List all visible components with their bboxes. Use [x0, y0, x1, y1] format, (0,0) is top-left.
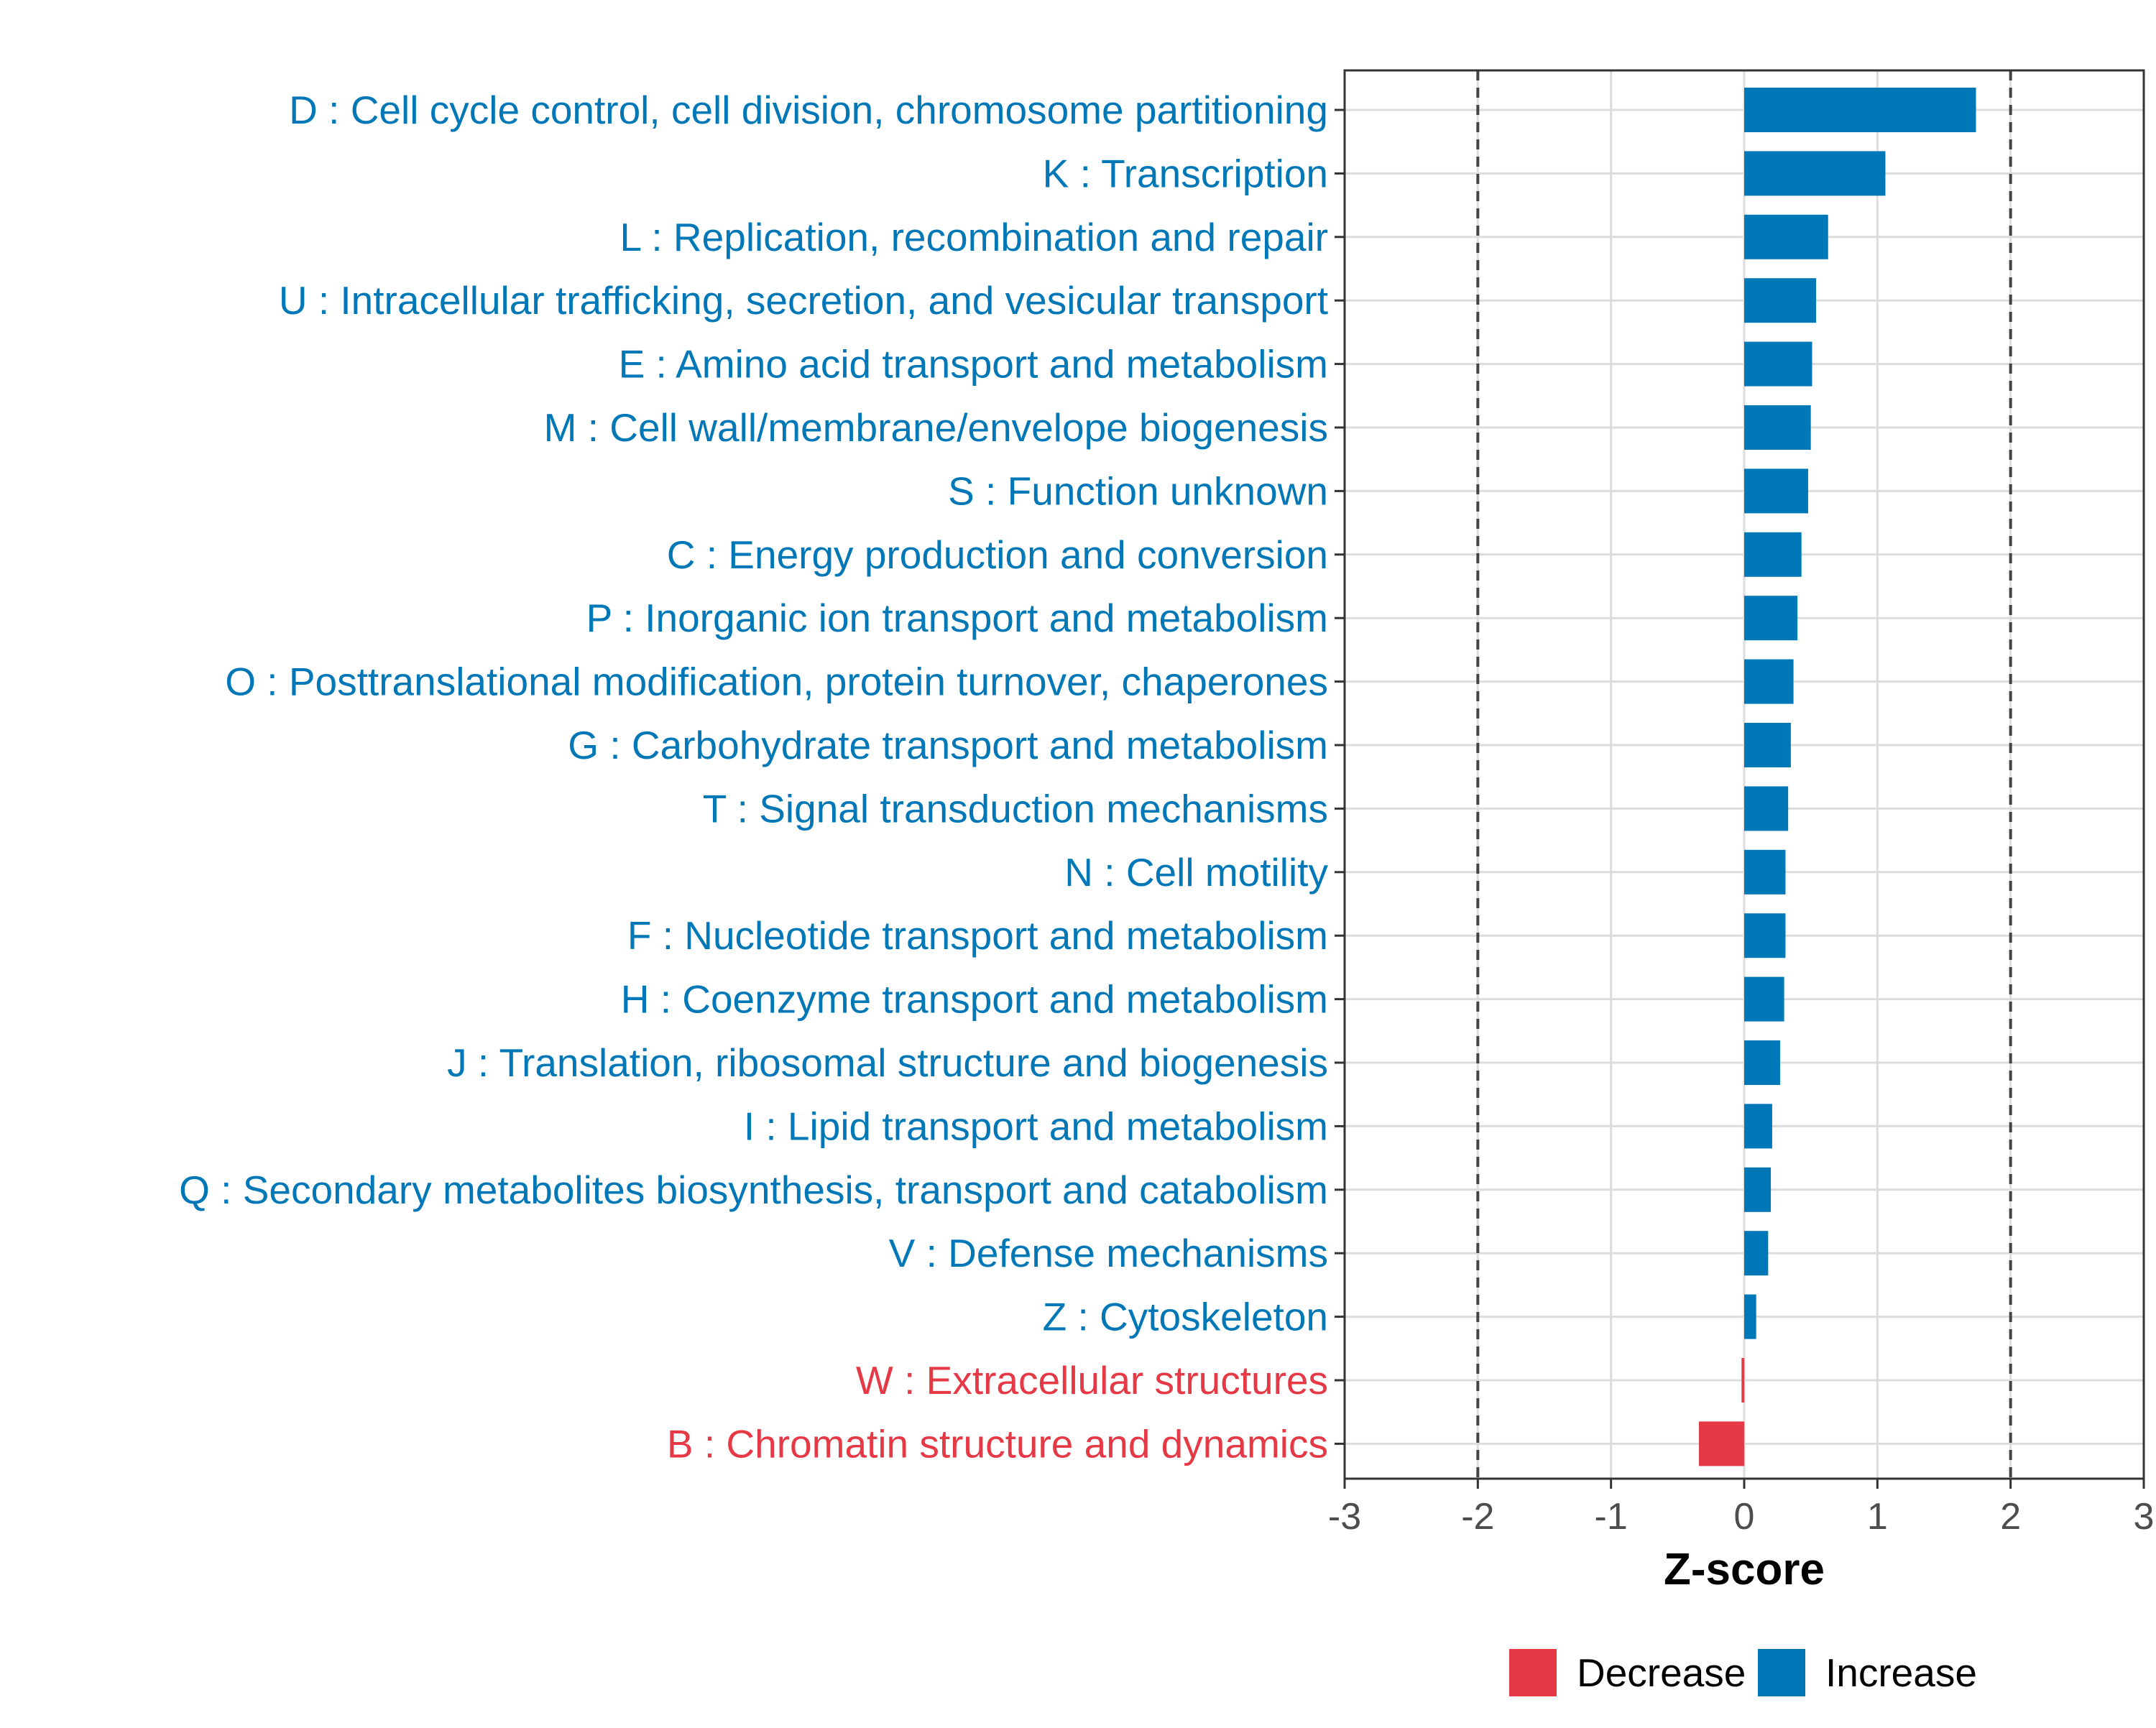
bar	[1744, 278, 1817, 323]
category-label: H : Coenzyme transport and metabolism	[621, 977, 1328, 1022]
category-label: K : Transcription	[1043, 151, 1328, 195]
x-tick-label: 2	[2000, 1496, 2021, 1538]
bars-layer	[1698, 88, 1976, 1466]
category-label: T : Signal transduction mechanisms	[703, 786, 1328, 831]
bar	[1744, 151, 1886, 196]
category-label: V : Defense mechanisms	[889, 1231, 1328, 1275]
bar	[1744, 1294, 1756, 1339]
bar	[1744, 1104, 1772, 1149]
category-label: C : Energy production and conversion	[667, 532, 1328, 577]
bar	[1744, 1040, 1781, 1085]
category-label: E : Amino acid transport and metabolism	[619, 342, 1328, 387]
legend-label: Decrease	[1577, 1650, 1746, 1695]
x-axis-title: Z-score	[1664, 1545, 1825, 1594]
y-axis: D : Cell cycle control, cell division, c…	[179, 88, 1345, 1466]
bar	[1698, 1421, 1744, 1466]
category-label: I : Lipid transport and metabolism	[744, 1104, 1328, 1148]
x-tick-label: -1	[1595, 1496, 1628, 1538]
x-axis: -3 -2 -1 0 1 2 3	[1328, 1479, 2155, 1538]
category-label: F : Nucleotide transport and metabolism	[627, 913, 1328, 958]
bar	[1744, 849, 1786, 895]
x-tick-label: 0	[1734, 1496, 1755, 1538]
x-tick-label: -3	[1328, 1496, 1361, 1538]
legend: Decrease Increase	[1509, 1649, 1977, 1696]
category-label: W : Extracellular structures	[856, 1358, 1328, 1403]
bar	[1744, 88, 1976, 132]
bar	[1744, 913, 1786, 958]
bar	[1744, 659, 1794, 704]
bar	[1744, 468, 1808, 514]
bar	[1744, 214, 1828, 259]
category-label: N : Cell motility	[1064, 850, 1328, 895]
bar	[1744, 1167, 1772, 1212]
bar	[1744, 596, 1798, 641]
bar	[1744, 341, 1812, 387]
x-tick-label: -2	[1461, 1496, 1494, 1538]
category-label: O : Posttranslational modification, prot…	[225, 660, 1328, 704]
category-label: P : Inorganic ion transport and metaboli…	[586, 596, 1328, 640]
bar	[1744, 723, 1791, 767]
x-tick-label: 3	[2134, 1496, 2155, 1538]
legend-label: Increase	[1825, 1650, 1977, 1695]
category-label: U : Intracellular trafficking, secretion…	[279, 278, 1328, 323]
bar	[1744, 532, 1802, 577]
bar	[1744, 786, 1789, 831]
category-label: G : Carbohydrate transport and metabolis…	[568, 723, 1328, 767]
reference-lines-layer	[1476, 70, 2012, 1479]
category-label: Z : Cytoskeleton	[1043, 1295, 1328, 1339]
category-label: J : Translation, ribosomal structure and…	[447, 1040, 1328, 1085]
legend-swatch	[1509, 1649, 1557, 1696]
category-label: Q : Secondary metabolites biosynthesis, …	[179, 1168, 1328, 1212]
bar	[1744, 1231, 1769, 1276]
legend-swatch	[1758, 1649, 1805, 1696]
category-label: D : Cell cycle control, cell division, c…	[289, 88, 1328, 132]
bar	[1741, 1358, 1744, 1403]
category-label: B : Chromatin structure and dynamics	[667, 1421, 1328, 1466]
category-label: L : Replication, recombination and repai…	[620, 215, 1328, 259]
bar	[1744, 405, 1811, 450]
category-label: S : Function unknown	[948, 468, 1328, 513]
bar	[1744, 976, 1784, 1022]
category-label: M : Cell wall/membrane/envelope biogenes…	[544, 405, 1328, 450]
x-tick-label: 1	[1867, 1496, 1888, 1538]
